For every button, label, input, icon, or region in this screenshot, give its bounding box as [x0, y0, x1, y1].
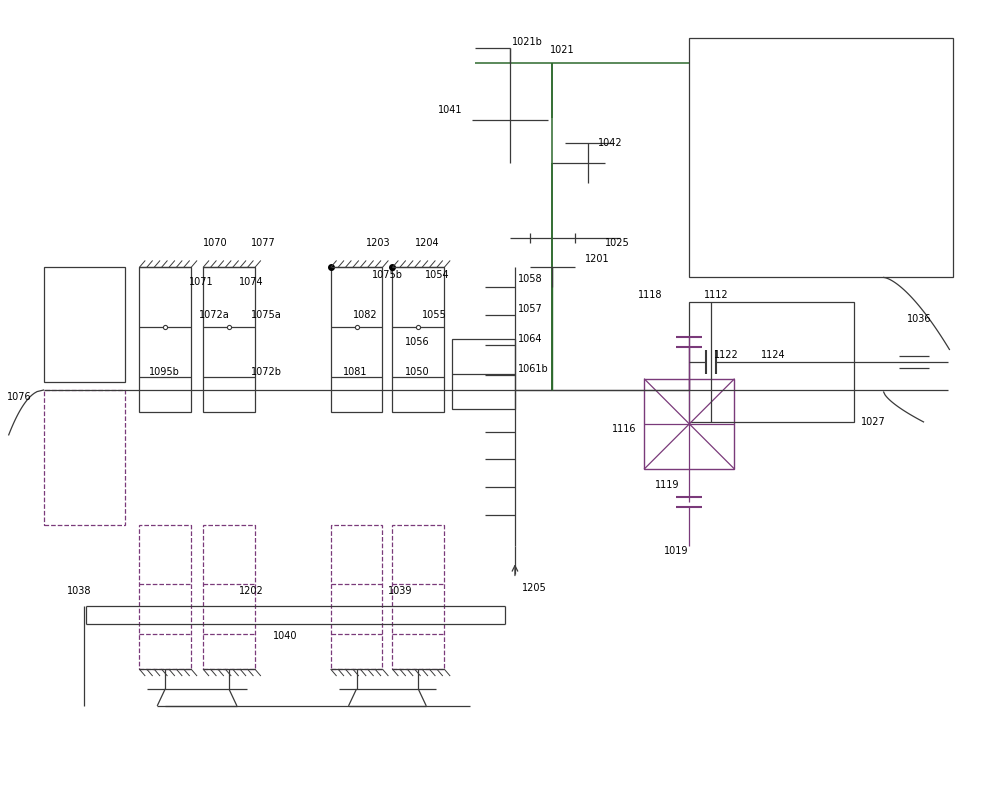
Text: 1202: 1202 — [239, 587, 264, 596]
Text: 1064: 1064 — [518, 334, 542, 344]
Text: 1205: 1205 — [522, 583, 547, 593]
Bar — [452, 340, 515, 409]
Text: 1124: 1124 — [761, 350, 786, 360]
Text: 1036: 1036 — [907, 314, 931, 324]
Bar — [689, 38, 953, 277]
Bar — [139, 524, 191, 669]
Bar — [392, 268, 444, 412]
Text: 1019: 1019 — [664, 547, 689, 556]
Text: 1039: 1039 — [388, 587, 413, 596]
Text: 1038: 1038 — [67, 587, 91, 596]
Text: 1040: 1040 — [273, 631, 297, 641]
Bar — [392, 524, 444, 669]
Bar — [331, 524, 382, 669]
Text: 1204: 1204 — [415, 238, 440, 248]
Text: 1201: 1201 — [585, 254, 609, 265]
Text: 1070: 1070 — [203, 238, 228, 248]
Text: 1056: 1056 — [405, 337, 430, 347]
Bar — [139, 268, 191, 412]
Text: 1027: 1027 — [861, 417, 885, 427]
Text: 1025: 1025 — [605, 238, 629, 248]
Text: 1118: 1118 — [638, 290, 662, 300]
Bar — [44, 268, 125, 382]
Text: 1057: 1057 — [518, 304, 543, 314]
Text: 1122: 1122 — [714, 350, 739, 360]
Bar — [44, 390, 125, 524]
Text: 1072b: 1072b — [251, 367, 282, 377]
Text: 1050: 1050 — [405, 367, 430, 377]
Text: 1075b: 1075b — [372, 270, 403, 281]
Bar — [331, 268, 382, 412]
Text: 1081: 1081 — [343, 367, 367, 377]
Text: 1021b: 1021b — [512, 37, 543, 47]
Text: 1077: 1077 — [251, 238, 276, 248]
Text: 1041: 1041 — [438, 105, 463, 115]
Text: 1074: 1074 — [239, 277, 264, 288]
Text: 1072a: 1072a — [199, 310, 230, 320]
Bar — [644, 379, 734, 469]
Text: 1075a: 1075a — [251, 310, 282, 320]
Text: 1061b: 1061b — [518, 364, 549, 374]
Bar — [203, 268, 255, 412]
Text: 1082: 1082 — [353, 310, 377, 320]
Text: 1119: 1119 — [654, 480, 679, 489]
Text: 1021: 1021 — [550, 45, 574, 55]
Bar — [689, 302, 854, 422]
Text: 1076: 1076 — [7, 392, 31, 402]
Text: 1058: 1058 — [518, 274, 543, 285]
Text: 1095b: 1095b — [149, 367, 180, 377]
Text: 1071: 1071 — [189, 277, 214, 288]
Text: 1203: 1203 — [365, 238, 390, 248]
Text: 1116: 1116 — [612, 424, 636, 434]
Bar — [203, 524, 255, 669]
Text: 1055: 1055 — [422, 310, 447, 320]
Text: 1054: 1054 — [425, 270, 450, 281]
Text: 1112: 1112 — [704, 290, 729, 300]
Text: 1042: 1042 — [598, 138, 622, 148]
